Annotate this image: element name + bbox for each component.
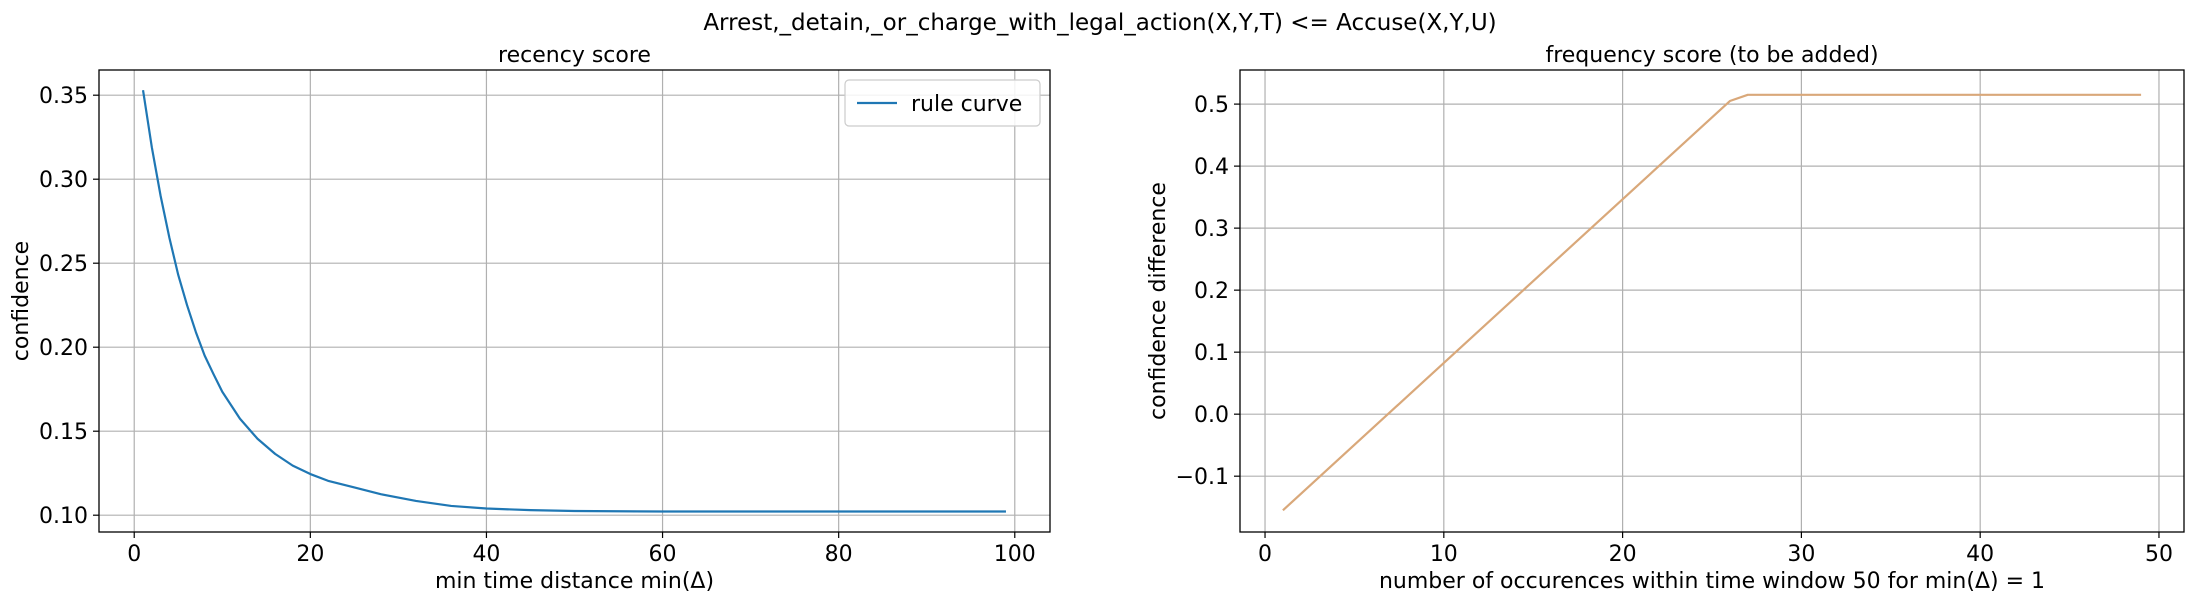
y-tick-label: 0.10 (39, 504, 88, 529)
x-tick-label: 0 (1258, 542, 1272, 567)
figure-suptitle: Arrest,_detain,_or_charge_with_legal_act… (703, 10, 1496, 36)
legend-label: rule curve (911, 92, 1022, 117)
x-axis-label: min time distance min(Δ) (435, 569, 714, 594)
y-axis-label: confidence difference (1146, 182, 1171, 420)
x-tick-label: 80 (825, 542, 853, 567)
x-tick-label: 20 (1609, 542, 1637, 567)
x-axis-label: number of occurences within time window … (1379, 569, 2045, 594)
x-tick-label: 0 (127, 542, 141, 567)
y-tick-label: 0.15 (39, 420, 88, 445)
y-tick-label: 0.5 (1194, 93, 1229, 118)
recency-score-panel: 0 20 40 60 80 100 0.10 0.15 0.20 0.25 0.30 0.35 rece… (9, 43, 1051, 594)
x-tick-label: 100 (994, 542, 1036, 567)
y-tick-label: 0.30 (39, 168, 88, 193)
y-tick-label: 0.1 (1194, 341, 1229, 366)
x-tick-label: 40 (1966, 542, 1994, 567)
y-tick-label: 0.20 (39, 336, 88, 361)
frequency-score-panel: 0 10 20 30 40 50 −0.1 0.0 0.1 0.2 0.3 0.4 0.5 frequen… (1146, 43, 2185, 594)
y-tick-label: 0.25 (39, 252, 88, 277)
x-tick-label: 40 (472, 542, 500, 567)
x-tick-label: 60 (649, 542, 677, 567)
y-tick-label: 0.3 (1194, 217, 1229, 242)
plot-frame (1239, 69, 2185, 533)
legend-box (844, 79, 1041, 127)
y-axis-label: confidence (9, 241, 34, 361)
y-tick-label: 0.0 (1194, 403, 1229, 428)
subplot-title: recency score (498, 43, 651, 68)
plot-frame (98, 69, 1051, 533)
x-tick-label: 10 (1430, 542, 1458, 567)
x-tick-label: 30 (1787, 542, 1815, 567)
y-tick-label: 0.35 (39, 84, 88, 109)
subplot-title: frequency score (to be added) (1545, 43, 1878, 68)
y-tick-label: −0.1 (1176, 465, 1229, 490)
series-line (141, 89, 1006, 513)
x-tick-label: 20 (296, 542, 324, 567)
x-tick-label: 50 (2145, 542, 2173, 567)
series-line (1282, 93, 2142, 512)
y-tick-label: 0.2 (1194, 279, 1229, 304)
y-tick-label: 0.4 (1194, 155, 1229, 180)
